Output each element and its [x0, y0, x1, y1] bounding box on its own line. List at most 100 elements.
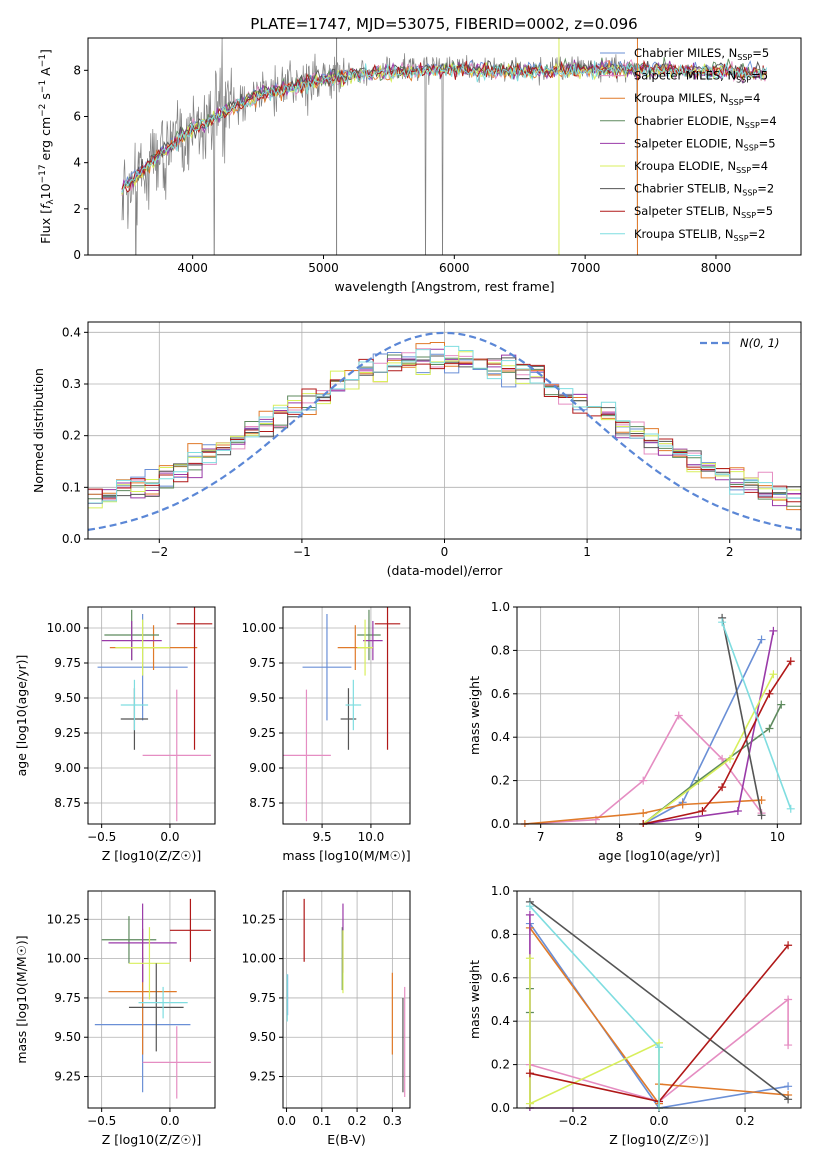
- y-axis-label: mass weight: [467, 960, 482, 1039]
- y-tick-label: 1.0: [491, 884, 510, 898]
- weight-marker: [698, 806, 707, 815]
- x-tick-label: 0.0: [160, 830, 179, 844]
- y-tick-label: 8.75: [54, 796, 81, 810]
- legend-entry: Salpeter STELIB, NSSP=5: [634, 204, 773, 220]
- y-tick-label: 10.25: [242, 912, 276, 926]
- x-tick-label: 0.2: [736, 1114, 755, 1128]
- x-tick-label: 0.1: [312, 1114, 331, 1128]
- y-tick-label: 0.8: [491, 643, 510, 657]
- y-tick-label: 0.6: [491, 971, 510, 985]
- x-tick-label: 0.2: [348, 1114, 367, 1128]
- legend-entry: Kroupa ELODIE, NSSP=4: [634, 159, 768, 175]
- y-tick-label: 0.2: [62, 429, 81, 443]
- axes-frame: [516, 606, 802, 825]
- plot-area: [88, 607, 215, 824]
- weight-marker: [718, 618, 727, 627]
- y-tick-label: 9.25: [249, 1070, 276, 1084]
- y-tick-label: 9.25: [54, 1070, 81, 1084]
- axes-frame: [516, 890, 802, 1109]
- y-tick-label: 10.00: [47, 952, 81, 966]
- axes-frame: [282, 890, 411, 1109]
- y-tick-label: 1.0: [491, 600, 510, 614]
- y-tick-label: 9.50: [54, 691, 81, 705]
- y-tick-label: 0: [73, 248, 81, 262]
- weight-marker: [784, 941, 793, 950]
- histogram-series-7: [88, 358, 801, 503]
- y-axis-label: mass [log10(M/M☉)]: [14, 935, 29, 1063]
- x-axis-label: wavelength [Angstrom, rest frame]: [334, 279, 554, 294]
- weight-series-1: [524, 714, 763, 825]
- x-tick-label: 2: [726, 545, 734, 559]
- y-tick-label: 9.50: [249, 691, 276, 705]
- y-tick-label: 0.4: [491, 730, 510, 744]
- x-tick-label: 6000: [439, 261, 470, 275]
- x-tick-label: 7: [537, 830, 545, 844]
- legend-entry: Salpeter MILES, NSSP=5: [634, 69, 768, 85]
- x-tick-label: 1: [583, 545, 591, 559]
- x-tick-label: 0.0: [649, 1114, 668, 1128]
- weight-marker: [639, 776, 648, 785]
- y-tick-label: 0.6: [491, 687, 510, 701]
- y-tick-label: 0.2: [491, 774, 510, 788]
- x-tick-label: 8: [616, 830, 624, 844]
- axes-frame: [282, 606, 411, 825]
- weight-marker: [726, 754, 734, 763]
- weight-marker: [786, 804, 795, 813]
- x-axis-label: Z [log10(Z/Z☉)]: [102, 1132, 202, 1147]
- weight-marker: [655, 1043, 663, 1052]
- weight-marker: [786, 657, 795, 666]
- y-axis-label: mass weight: [467, 676, 482, 755]
- plot-area: [88, 891, 215, 1108]
- x-tick-label: −1: [293, 545, 311, 559]
- weight-series-8: [721, 621, 792, 810]
- x-axis-label: E(B-V): [327, 1132, 366, 1147]
- weight-marker: [674, 711, 683, 720]
- weight-marker: [769, 626, 778, 635]
- legend-entry: Chabrier MILES, NSSP=5: [634, 46, 769, 62]
- plot-area: [283, 607, 410, 824]
- weight-marker: [718, 754, 727, 763]
- weight-marker: [525, 1069, 534, 1078]
- y-tick-label: 0.4: [62, 325, 81, 339]
- y-tick-label: 9.00: [54, 761, 81, 775]
- y-tick-label: 10.00: [242, 621, 276, 635]
- weight-series-6: [721, 617, 763, 816]
- histogram-series-8: [88, 345, 801, 504]
- legend-entry: Chabrier STELIB, NSSP=2: [634, 182, 774, 198]
- axes-frame: [87, 606, 216, 825]
- y-tick-label: 0.1: [62, 480, 81, 494]
- x-axis-label: mass [log10(M/M☉)]: [282, 848, 410, 863]
- y-axis-label: Normed distribution: [31, 368, 46, 493]
- y-tick-label: 0.2: [491, 1058, 510, 1072]
- mass-vs-metallicity-panel: −0.5 0.0 9.25 9.50 9.75 10.00 10.25 Z [log10(Z/…: [14, 890, 216, 1147]
- y-tick-label: 9.75: [54, 656, 81, 670]
- y-tick-label: 9.25: [249, 726, 276, 740]
- x-tick-label: −0.5: [87, 1114, 116, 1128]
- y-tick-label: 10.25: [47, 912, 81, 926]
- x-axis-label: (data-model)/error: [387, 563, 504, 578]
- x-tick-label: 5000: [308, 261, 339, 275]
- plot-area: [283, 891, 410, 1108]
- x-tick-label: 0.0: [160, 1114, 179, 1128]
- legend-entry: Salpeter ELODIE, NSSP=5: [634, 136, 776, 152]
- spectrum-lines: [121, 38, 768, 255]
- weight-marker: [525, 954, 534, 963]
- y-tick-label: 0.4: [491, 1014, 510, 1028]
- legend-entry: Kroupa STELIB, NSSP=2: [634, 227, 765, 243]
- x-tick-label: −0.5: [87, 830, 116, 844]
- figure-title: PLATE=1747, MJD=53075, FIBERID=0002, z=0…: [250, 15, 637, 33]
- normal-reference-curve: [88, 331, 801, 531]
- y-tick-label: 0.8: [491, 927, 510, 941]
- y-tick-label: 10.00: [47, 621, 81, 635]
- weight-marker: [525, 910, 534, 919]
- y-tick-label: 6: [73, 109, 81, 123]
- y-tick-label: 4: [73, 156, 81, 170]
- mass-vs-extinction-panel: 0.0 0.1 0.2 0.3 9.25 9.50 9.75 10.00 10.25 E(B-V): [242, 890, 411, 1147]
- spectrum-legend: Chabrier MILES, NSSP=5 Salpeter MILES, NS…: [600, 46, 777, 243]
- y-axis-label: Flux [fλ10−17 erg cm−2 s−1 A−1]: [38, 49, 56, 244]
- y-tick-label: 9.75: [249, 656, 276, 670]
- model-spectrum-8: [121, 60, 768, 193]
- y-tick-label: 9.50: [54, 1030, 81, 1044]
- legend-entry: N(0, 1): [740, 336, 780, 350]
